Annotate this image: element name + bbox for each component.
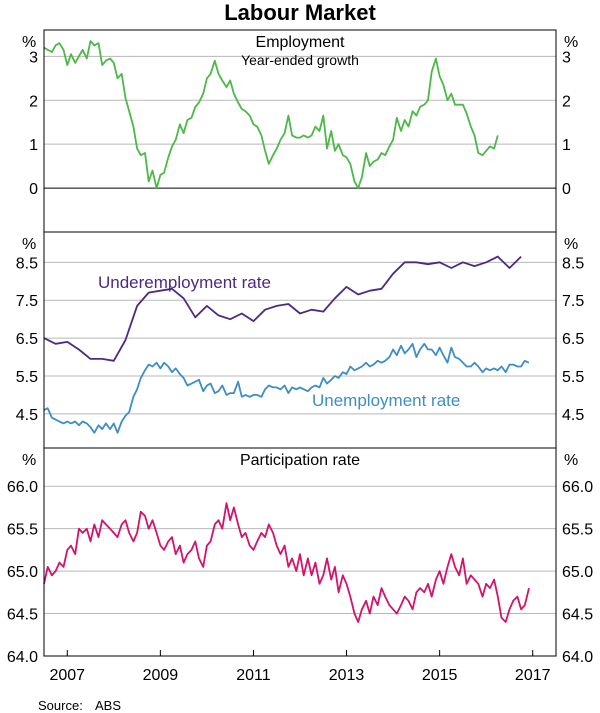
panel-participation: 64.0 64.0 64.5 64.5 65.0 65.0 65.5 65.5 66.0 66.0… [7,447,593,666]
y-tick-label-right: 65.0 [562,564,593,581]
y-tick-label-right: 2 [562,93,571,110]
y-tick-label-right: 5.5 [562,369,584,386]
y-tick-label-right: 6.5 [562,331,584,348]
panel-title: Employment [256,34,345,51]
unit-label-right: % [564,34,578,51]
panel-rates: 4.5 4.5 5.5 5.5 6.5 6.5 7.5 7.5 8.5 8.5% % Underemp… [16,231,584,449]
y-tick-label-left: 7.5 [16,293,38,310]
y-tick-label-right: 64.0 [562,649,593,666]
y-tick-label-right: 0 [562,181,571,198]
series-line-underemployment-rate [43,255,522,362]
y-tick-label-left: 1 [29,137,38,154]
panel-title: Participation rate [240,452,360,469]
source-label: Source: [38,698,83,713]
y-tick-label-left: 65.5 [7,522,38,539]
x-tick-label: 2007 [49,667,85,684]
series-line-unemployment-rate [43,342,530,434]
y-tick-label-left: 6.5 [16,331,38,348]
series-line-participation-rate [43,502,530,623]
series-label-unemployment-rate: Unemployment rate [312,391,460,410]
y-tick-label-right: 65.5 [562,522,593,539]
x-axis: 2007 2009 2011 2013 2015 2017 [49,650,551,684]
x-tick-label: 2015 [422,667,458,684]
y-tick-label-right: 8.5 [562,255,584,272]
y-tick-label-left: 0 [29,181,38,198]
y-tick-label-left: 8.5 [16,255,38,272]
y-tick-label-left: 64.0 [7,649,38,666]
x-tick-label: 2013 [329,667,365,684]
chart-title: Labour Market [224,0,376,25]
unit-label-right: % [564,452,578,469]
y-tick-label-right: 66.0 [562,479,593,496]
y-tick-label-right: 3 [562,49,571,66]
source-value: ABS [95,698,121,713]
unit-label-left: % [22,34,36,51]
y-tick-label-right: 4.5 [562,407,584,424]
y-tick-label-left: 64.5 [7,607,38,624]
y-tick-label-left: 5.5 [16,369,38,386]
panel-subtitle: Year-ended growth [241,52,359,68]
unit-label-left: % [22,452,36,469]
y-tick-label-left: 4.5 [16,407,38,424]
y-tick-label-left: 66.0 [7,479,38,496]
y-tick-label-right: 7.5 [562,293,584,310]
unit-label-left: % [22,236,36,253]
y-tick-label-left: 2 [29,93,38,110]
series-label-underemployment-rate: Underemployment rate [98,273,271,292]
y-tick-label-right: 64.5 [562,607,593,624]
x-tick-label: 2011 [236,667,271,684]
x-tick-label: 2009 [143,667,179,684]
series-line-employment-growth [43,40,499,189]
y-tick-label-left: 65.0 [7,564,38,581]
unit-label-right: % [564,236,578,253]
x-tick-label: 2017 [515,667,551,684]
y-tick-label-right: 1 [562,137,571,154]
panel-frame [43,447,557,657]
y-tick-label-left: 3 [29,49,38,66]
